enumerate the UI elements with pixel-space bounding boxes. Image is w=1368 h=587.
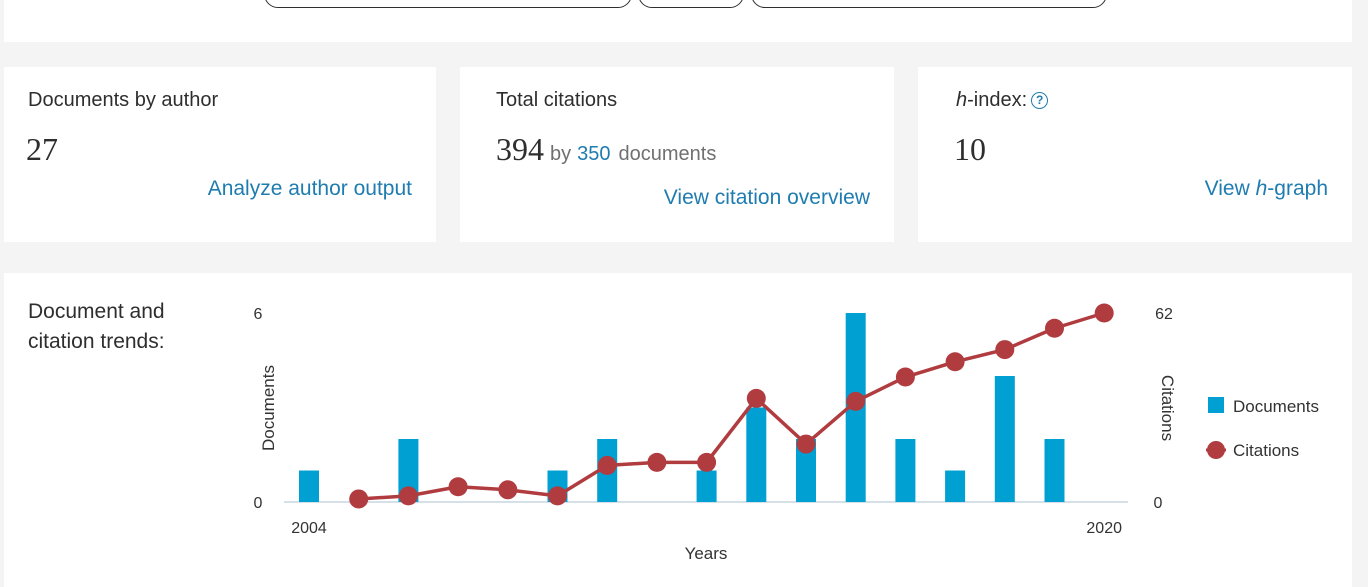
trends-title: Document and citation trends: (28, 300, 165, 353)
hindex-card: h-index:? 10 View h-graph (918, 67, 1352, 242)
citations-point (995, 340, 1015, 360)
x-tick-label: 2020 (1086, 520, 1122, 537)
hindex-label: h-index:? (956, 89, 1049, 112)
filter-pill-3[interactable] (751, 0, 1107, 8)
citations-point (945, 352, 965, 372)
hindex-label-italic: h (956, 89, 968, 111)
hindex-value: 10 (954, 131, 986, 167)
citations-point (597, 455, 617, 475)
citations-point (746, 388, 766, 408)
citations-point (647, 452, 667, 472)
documents-bar (796, 439, 816, 502)
left-axis-title: Documents (259, 365, 278, 451)
filter-pill-1[interactable] (264, 0, 632, 8)
documents-bar (398, 439, 419, 502)
legend-documents-label: Documents (1233, 397, 1319, 416)
citations-point (1045, 318, 1064, 338)
citations-point (498, 480, 518, 500)
trends-chart: 6 0 62 0 Documents Citations 2004 2020 Years Docu… (254, 303, 1319, 563)
documents-bar (895, 439, 916, 502)
legend-documents-swatch (1208, 397, 1224, 413)
documents-card: Documents by author 27 Analyze author ou… (4, 67, 436, 242)
top-strip (4, 0, 1352, 42)
trends-panel: Document and citation trends: 6 0 62 0 Docum… (4, 273, 1352, 587)
x-axis-title: Years (685, 544, 728, 563)
documents-label: Documents by author (28, 89, 219, 111)
citations-point (846, 391, 866, 411)
documents-bar (994, 376, 1015, 502)
documents-bar (299, 470, 319, 502)
citations-point (796, 434, 816, 454)
filter-pill-2[interactable] (638, 0, 744, 8)
citations-point (895, 367, 915, 387)
citing-documents-link[interactable]: 350 (577, 143, 611, 165)
citations-point (398, 486, 418, 506)
right-axis-title: Citations (1158, 375, 1177, 441)
help-icon[interactable]: ? (1031, 92, 1049, 109)
citations-line: 394 by 350 documents (496, 131, 716, 168)
h-graph-prefix: View (1204, 177, 1256, 200)
documents-word: documents (618, 143, 717, 165)
view-citation-overview-link[interactable]: View citation overview (663, 186, 870, 209)
documents-bar (945, 470, 966, 502)
citations-point (349, 489, 369, 509)
documents-count: 27 (26, 131, 58, 167)
legend-citations-swatch (1207, 441, 1225, 459)
view-h-graph-link[interactable]: View h-graph (1205, 177, 1328, 201)
citations-line (358, 311, 1105, 501)
citations-point (1094, 303, 1114, 323)
documents-bar (746, 407, 767, 502)
hindex-label-rest: -index: (967, 89, 1028, 111)
documents-bar (1044, 439, 1065, 502)
analyze-author-output-link[interactable]: Analyze author output (207, 177, 412, 200)
legend-citations-label: Citations (1233, 441, 1299, 460)
citations-count: 394 (496, 131, 544, 167)
right-tick-label: 62 (1155, 306, 1173, 323)
x-tick-label: 2004 (291, 520, 327, 537)
citations-point (697, 452, 717, 472)
citations-point (548, 486, 567, 506)
right-tick-label: 0 (1154, 495, 1163, 512)
by-text: by (550, 143, 572, 165)
citations-point (448, 477, 468, 497)
h-graph-italic: h (1255, 177, 1268, 200)
citations-card: Total citations 394 by 350 documents View c… (460, 67, 894, 242)
h-graph-suffix: -graph (1267, 177, 1328, 200)
left-tick-label: 6 (254, 306, 263, 323)
documents-bar (696, 470, 717, 502)
citations-label: Total citations (496, 89, 618, 111)
left-tick-label: 0 (254, 495, 263, 512)
